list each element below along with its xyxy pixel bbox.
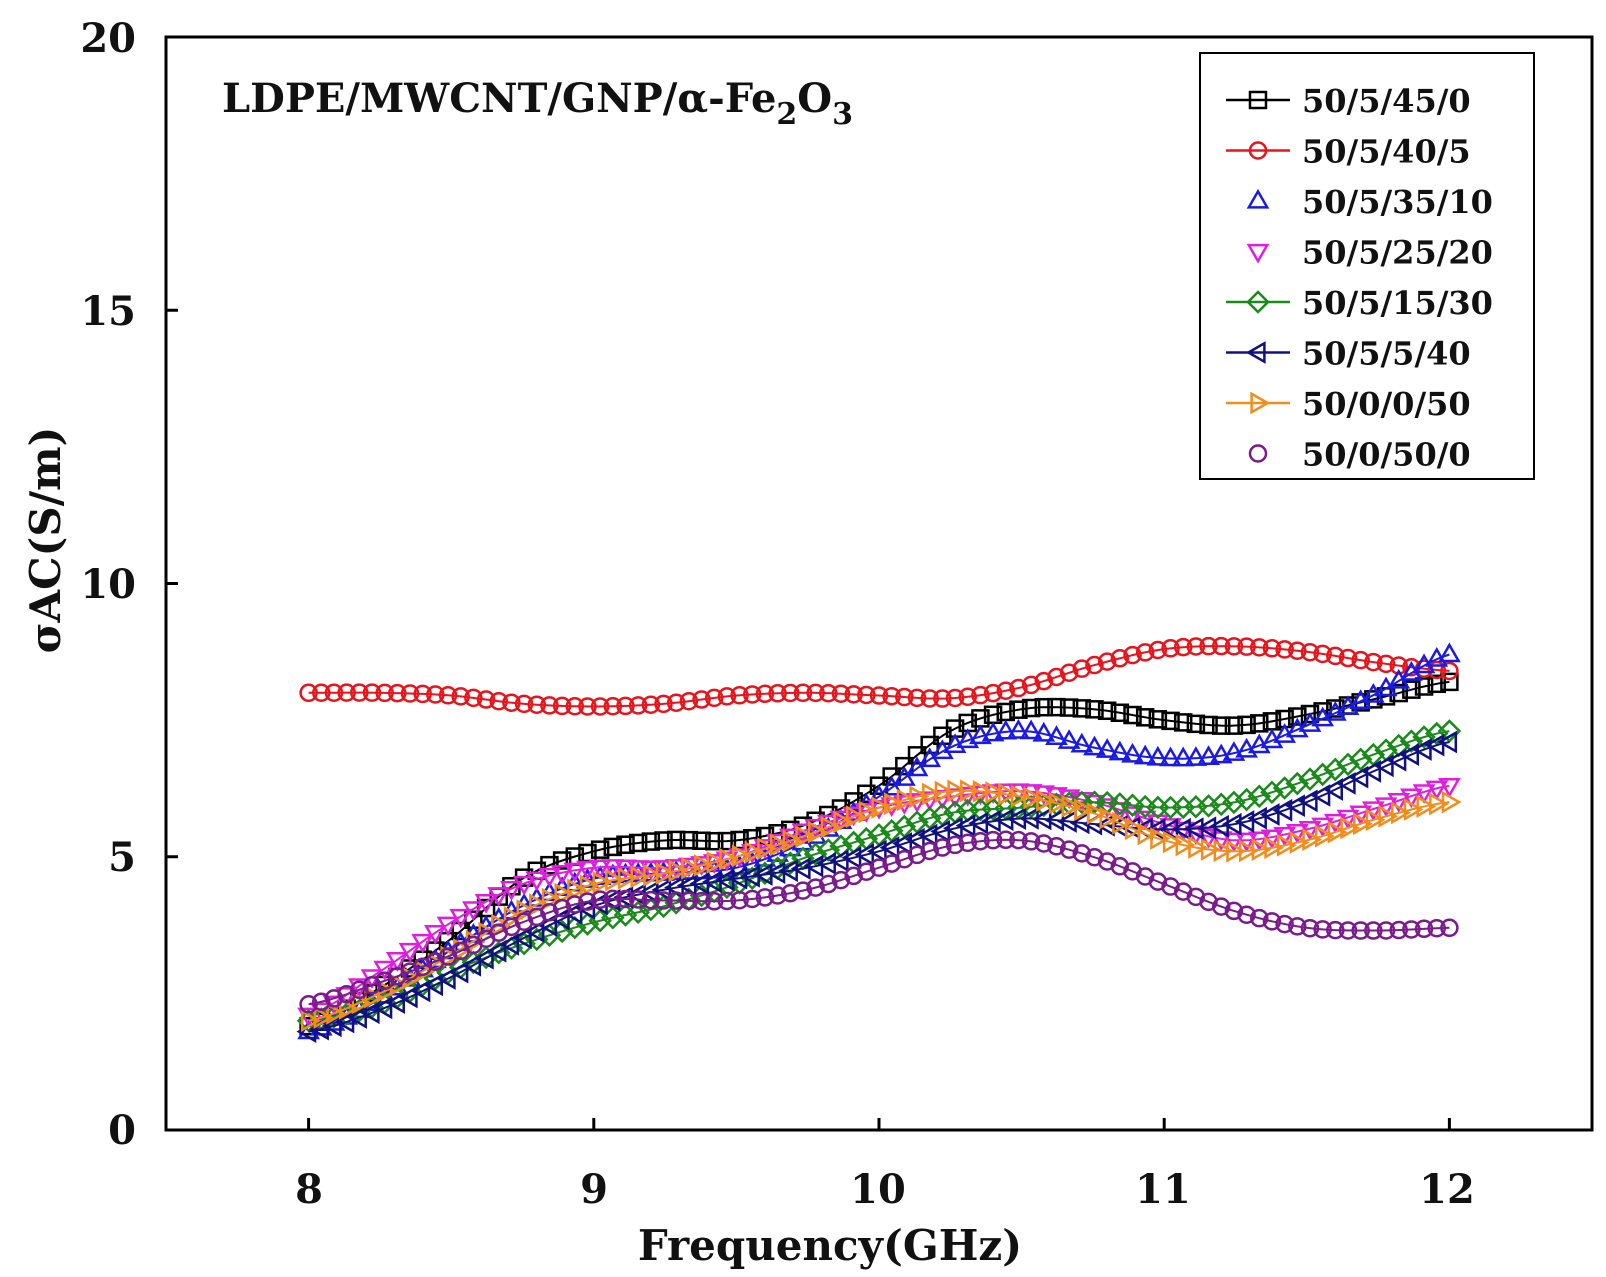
y-axis-title: σAC(S/m) (21, 427, 70, 654)
annotation-main: LDPE/MWCNT/GNP/α-Fe (222, 75, 776, 122)
x-tick-label-8: 8 (295, 1166, 323, 1213)
y-tick-label-10: 10 (80, 561, 136, 608)
legend-label: 50/5/40/5 (1302, 133, 1471, 171)
series-line (309, 840, 1450, 1005)
x-tick-label-10: 10 (850, 1166, 906, 1213)
legend-label: 50/5/35/10 (1302, 183, 1493, 221)
y-tick-label-20: 20 (80, 15, 136, 62)
legend-label: 50/5/45/0 (1302, 82, 1471, 120)
y-tick-label-0: 0 (108, 1107, 136, 1154)
series-layer (299, 638, 1460, 1041)
series-50-0-50-0 (301, 832, 1458, 1013)
chart: 8 9 10 11 12 0 5 10 15 20 Frequency(GHz)… (0, 0, 1606, 1277)
legend: 50/5/45/0 50/5/40/5 50/5/35/10 50/5/25/20 50… (1200, 53, 1534, 479)
x-tick-label-9: 9 (580, 1166, 608, 1213)
legend-label: 50/5/5/40 (1302, 335, 1471, 373)
legend-label: 50/5/15/30 (1302, 284, 1493, 322)
y-tick-label-15: 15 (80, 288, 136, 335)
x-tick-label-11: 11 (1135, 1166, 1191, 1213)
y-tick-label-5: 5 (108, 834, 136, 881)
annotation-sub1: 2 (776, 97, 797, 132)
x-tick-label-12: 12 (1419, 1166, 1475, 1213)
x-axis-title: Frequency(GHz) (638, 1221, 1022, 1270)
data-point (1440, 645, 1458, 661)
series-50-0-0-50 (302, 782, 1459, 1030)
annotation-sub2: 3 (832, 97, 853, 132)
legend-label: 50/0/0/50 (1302, 385, 1471, 423)
series-50-5-40-5 (301, 638, 1458, 714)
legend-label: 50/5/25/20 (1302, 234, 1493, 272)
legend-label: 50/0/50/0 (1302, 436, 1471, 474)
composition-annotation: LDPE/MWCNT/GNP/α-Fe2O3 (222, 75, 853, 132)
annotation-mid: O (797, 75, 832, 122)
